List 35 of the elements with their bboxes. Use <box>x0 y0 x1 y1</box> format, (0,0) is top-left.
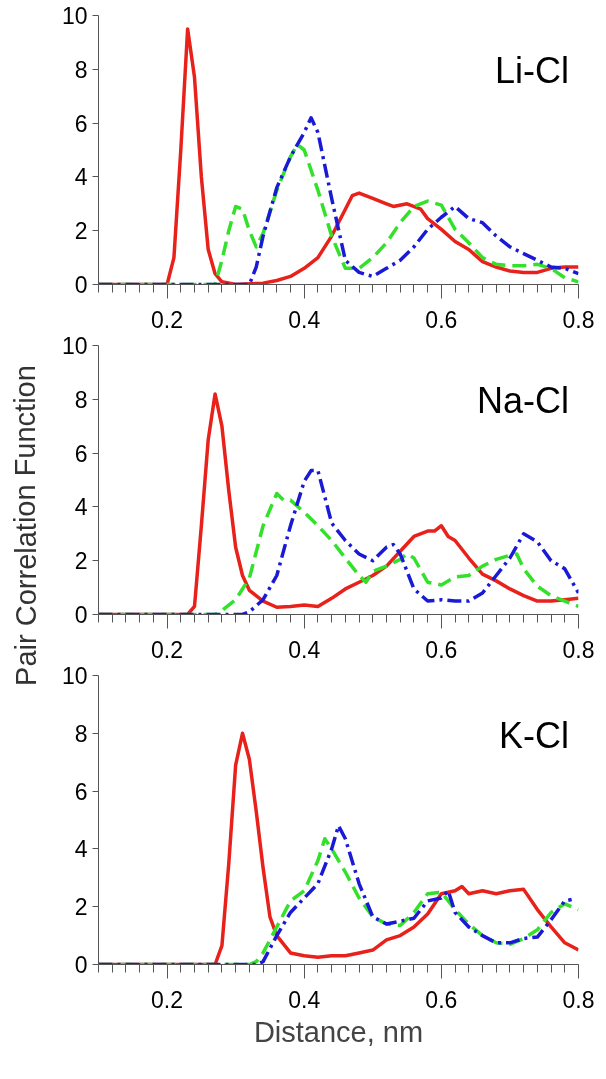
x-tick-label: 0.8 <box>562 636 595 663</box>
y-tick-label: 8 <box>74 56 88 83</box>
y-tick-label: 10 <box>61 333 88 359</box>
y-tick-label: 4 <box>74 836 88 863</box>
x-axis-title: Distance, nm <box>253 1015 424 1048</box>
x-tick-label: 0.8 <box>562 306 595 333</box>
y-tick-label: 4 <box>74 494 88 521</box>
y-tick-label: 10 <box>61 663 88 689</box>
y-tick-label: 8 <box>74 720 88 747</box>
y-tick-label: 2 <box>74 894 88 921</box>
x-tick-label: 0.2 <box>151 306 184 333</box>
x-tick-label: 0.2 <box>151 986 184 1013</box>
y-tick-label: 6 <box>74 778 88 805</box>
x-tick-label: 0.8 <box>562 986 595 1013</box>
y-tick-label: 10 <box>61 3 88 29</box>
y-tick-label: 0 <box>74 272 88 298</box>
y-tick-label: 4 <box>74 164 88 191</box>
annotation: Li-Cl <box>494 49 569 91</box>
x-tick-label: 0.6 <box>425 636 458 663</box>
x-tick-label: 0.4 <box>288 636 321 663</box>
y-tick-label: 6 <box>74 440 88 467</box>
y-tick-label: 6 <box>74 110 88 137</box>
x-tick-label: 0.2 <box>151 636 184 663</box>
y-tick-label: 2 <box>74 548 88 575</box>
annotation: K-Cl <box>498 715 569 757</box>
y-axis-title: Pair Correlation Function <box>9 365 42 686</box>
x-tick-label: 0.4 <box>288 986 321 1013</box>
x-tick-label: 0.6 <box>425 986 458 1013</box>
y-tick-label: 2 <box>74 218 88 245</box>
annotation: Na-Cl <box>476 379 569 421</box>
y-tick-label: 8 <box>74 386 88 413</box>
y-tick-label: 0 <box>74 952 88 978</box>
x-tick-label: 0.6 <box>425 306 458 333</box>
x-tick-label: 0.4 <box>288 306 321 333</box>
y-tick-label: 0 <box>74 602 88 628</box>
